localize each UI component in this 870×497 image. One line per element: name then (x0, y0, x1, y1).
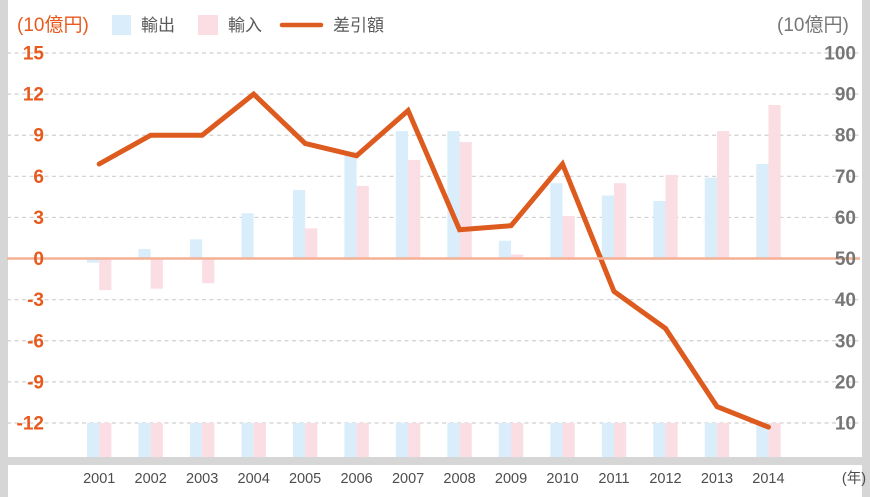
svg-text:15: 15 (23, 44, 45, 65)
svg-text:9: 9 (33, 126, 44, 147)
svg-text:70: 70 (835, 167, 856, 188)
svg-text:2001: 2001 (83, 471, 115, 487)
svg-text:-12: -12 (17, 414, 44, 435)
svg-text:3: 3 (33, 208, 44, 229)
svg-text:輸入: 輸入 (228, 16, 262, 35)
svg-text:2010: 2010 (546, 471, 578, 487)
svg-text:2006: 2006 (340, 471, 372, 487)
svg-text:-3: -3 (27, 290, 44, 311)
svg-text:80: 80 (835, 126, 856, 147)
svg-text:-9: -9 (27, 372, 44, 393)
svg-text:30: 30 (835, 331, 856, 352)
svg-text:-6: -6 (27, 331, 44, 352)
svg-text:0: 0 (33, 249, 44, 270)
svg-text:10: 10 (835, 414, 856, 435)
svg-text:6: 6 (33, 167, 44, 188)
svg-text:2007: 2007 (392, 471, 424, 487)
svg-text:2004: 2004 (238, 471, 270, 487)
svg-text:2003: 2003 (186, 471, 218, 487)
svg-text:90: 90 (835, 85, 856, 106)
svg-text:2011: 2011 (598, 471, 629, 487)
svg-text:40: 40 (835, 290, 856, 311)
svg-text:差引額: 差引額 (333, 16, 384, 35)
svg-text:2005: 2005 (289, 471, 321, 487)
svg-text:2008: 2008 (443, 471, 475, 487)
svg-text:(10億円): (10億円) (777, 14, 849, 36)
svg-text:60: 60 (835, 208, 856, 229)
svg-text:12: 12 (23, 85, 44, 106)
svg-text:2013: 2013 (701, 471, 733, 487)
svg-text:2002: 2002 (135, 471, 167, 487)
svg-text:(年): (年) (842, 470, 866, 487)
svg-text:20: 20 (835, 372, 856, 393)
svg-text:100: 100 (824, 44, 856, 65)
svg-text:2012: 2012 (649, 471, 681, 487)
svg-text:2014: 2014 (752, 471, 784, 487)
svg-text:2009: 2009 (495, 471, 527, 487)
svg-text:(10億円): (10億円) (17, 14, 89, 36)
svg-text:輸出: 輸出 (141, 16, 175, 35)
svg-text:50: 50 (835, 249, 856, 270)
